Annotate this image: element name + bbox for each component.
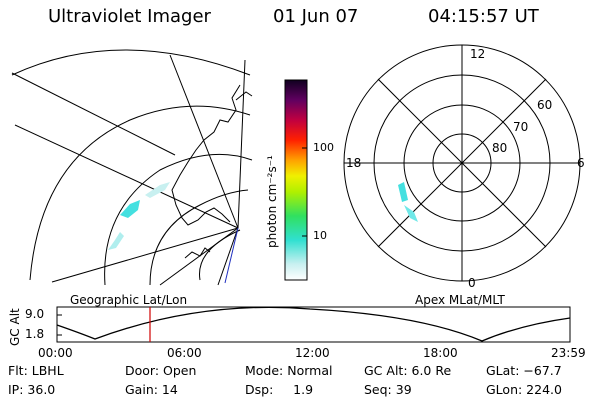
glat-value: GLat: −67.7 (486, 363, 562, 378)
lat-arc-1 (11, 49, 251, 76)
coastline-2 (184, 247, 211, 259)
time-label: 04:15:57 UT (428, 6, 539, 27)
ip-value: IP: 36.0 (8, 382, 56, 397)
sub-satellite-track (224, 227, 239, 284)
dsp-value: Dsp: 1.9 (245, 382, 314, 397)
mlat-label-60: 60 (537, 98, 553, 112)
meridian-5 (159, 227, 239, 286)
meridian-1 (14, 124, 239, 229)
meridian-7 (11, 72, 176, 156)
gain-value: Gain: 14 (125, 382, 178, 397)
lat-arc-5 (199, 229, 241, 281)
flt-value: Flt: LBHL (8, 363, 64, 378)
lat-arc-4 (149, 189, 249, 286)
lat-arc-2 (29, 105, 251, 281)
mlt-label-6: 6 (577, 156, 585, 170)
geographic-map (11, 49, 253, 286)
polar-aurora-2 (404, 205, 418, 222)
polar-aurora-1 (398, 182, 408, 202)
instrument-title: Ultraviolet Imager (48, 6, 211, 27)
polar-plot (343, 44, 581, 282)
orbit-xtick-1800: 18:00 (423, 346, 458, 360)
orbit-xtick-2359: 23:59 (551, 346, 586, 360)
meridian-2 (51, 227, 239, 283)
seq-value: Seq: 39 (364, 382, 412, 397)
mlat-label-80: 80 (492, 141, 508, 155)
meridian-6 (217, 227, 239, 286)
orbit-xtick-0600: 06:00 (167, 346, 202, 360)
orbit-plot (56, 306, 571, 343)
colorbar-tick-100: 100 (313, 141, 334, 154)
altitude-curve (56, 306, 571, 342)
door-value: Door: Open (125, 363, 197, 378)
mode-value: Mode: Normal (245, 363, 333, 378)
mlt-label-18: 18 (346, 156, 362, 170)
orbit-ytick-9: 9.0 (25, 307, 45, 321)
aurora-patch-2 (108, 232, 124, 250)
orbit-ytick-1-8: 1.8 (25, 327, 45, 341)
colorbar (284, 79, 308, 281)
meridian-4 (237, 59, 246, 229)
gc-alt-value: GC Alt: 6.0 Re (364, 363, 452, 378)
glon-value: GLon: 224.0 (486, 382, 562, 397)
orbit-xtick-0000: 00:00 (38, 346, 73, 360)
date-label: 01 Jun 07 (273, 6, 359, 27)
orbit-xtick-1200: 12:00 (295, 346, 330, 360)
mlat-label-70: 70 (513, 120, 529, 134)
coastline-3 (235, 91, 253, 101)
mlt-label-12: 12 (470, 47, 486, 61)
colorbar-tick-10: 10 (313, 229, 327, 242)
aurora-patch-1 (120, 200, 140, 218)
lat-arc-3 (104, 153, 253, 286)
mlt-label-0: 0 (468, 276, 476, 290)
colorbar-unit-label: photon cm⁻²s⁻¹ (265, 155, 279, 248)
geo-caption: Geographic Lat/Lon (70, 293, 188, 307)
orbit-ylabel: GC Alt (8, 308, 22, 346)
coastline-1 (171, 84, 241, 226)
polar-caption: Apex MLat/MLT (415, 293, 505, 307)
aurora-patch-3 (145, 182, 170, 198)
colorbar-ticks (302, 147, 307, 237)
meridian-3 (169, 54, 239, 229)
